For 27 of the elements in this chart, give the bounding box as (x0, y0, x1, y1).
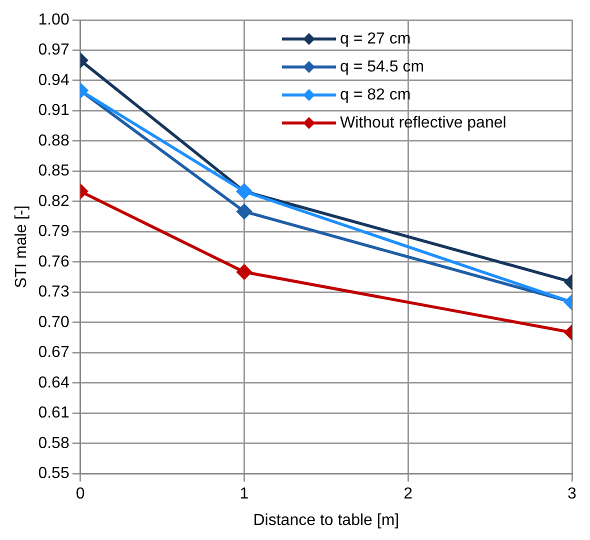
y-tick-label: 0.94 (38, 72, 70, 89)
point (236, 204, 252, 220)
y-tick-label: 0.82 (38, 192, 70, 210)
y-tick-label: 0.64 (38, 374, 70, 392)
y-tick-label: 0.58 (38, 434, 70, 452)
x-tick-label: 3 (568, 486, 577, 503)
y-tick-label: 0.70 (38, 314, 70, 331)
legend-label: q = 82 cm (340, 86, 411, 104)
y-tick-label: 1.00 (38, 11, 70, 28)
y-tick-label: 0.73 (38, 284, 70, 301)
y-tick-label: 0.76 (38, 253, 70, 270)
y-tick-label: 0.85 (38, 162, 70, 180)
y-tick-label: 0.88 (38, 132, 70, 150)
legend-label: q = 54.5 cm (340, 58, 424, 76)
y-tick-label: 0.79 (38, 223, 70, 240)
legend-label: Without reflective panel (340, 114, 506, 132)
y-tick-label: 0.61 (38, 404, 70, 422)
x-tick-label: 1 (240, 486, 249, 503)
y-tick-label: 0.91 (38, 102, 70, 120)
y-tick-label: 0.55 (38, 465, 70, 482)
y-axis-title: STI male [-] (13, 205, 30, 288)
y-tick-label: 0.97 (38, 42, 70, 59)
x-axis-title: Distance to table [m] (253, 512, 400, 529)
x-tick-label: 2 (404, 486, 413, 503)
x-tick-label: 0 (76, 486, 85, 503)
y-tick-label: 0.67 (38, 344, 70, 362)
legend-label: q = 27 cm (340, 30, 411, 48)
